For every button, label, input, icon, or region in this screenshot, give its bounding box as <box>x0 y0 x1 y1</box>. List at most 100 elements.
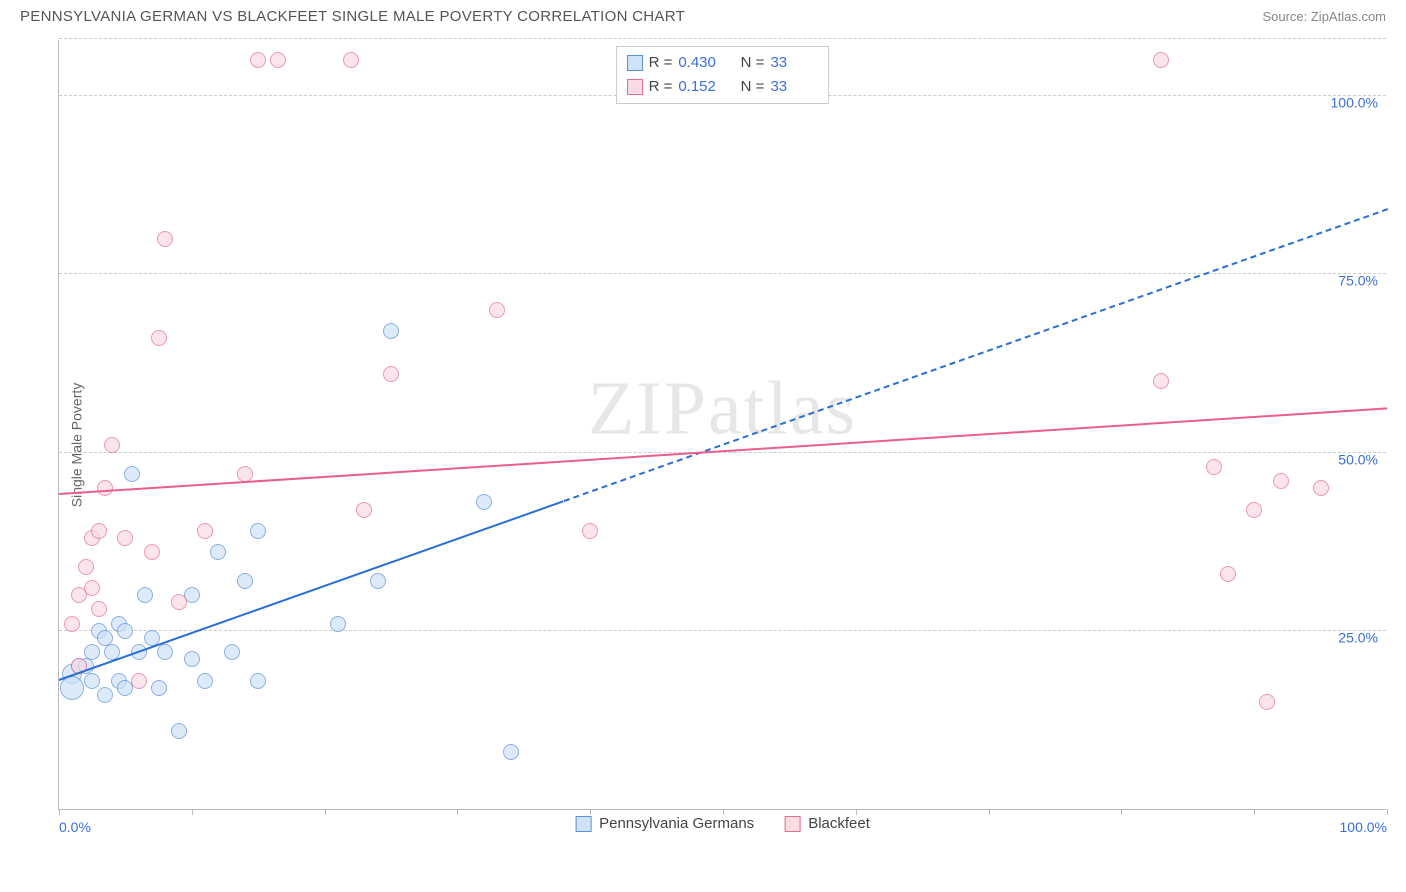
data-point <box>137 587 153 603</box>
y-tick-label: 50.0% <box>1338 451 1378 467</box>
legend-swatch <box>575 816 591 832</box>
legend-series-label: Pennsylvania Germans <box>599 815 754 832</box>
data-point <box>343 52 359 68</box>
legend-stats: R = 0.430 N = 33R = 0.152 N = 33 <box>616 46 830 104</box>
data-point <box>330 616 346 632</box>
x-tick <box>1121 809 1122 815</box>
y-tick-label: 75.0% <box>1338 273 1378 289</box>
data-point <box>1273 473 1289 489</box>
data-point <box>151 330 167 346</box>
x-tick <box>59 809 60 815</box>
legend-n-label: N = <box>732 51 764 75</box>
x-tick <box>457 809 458 815</box>
data-point <box>117 530 133 546</box>
data-point <box>184 651 200 667</box>
data-point <box>117 623 133 639</box>
data-point <box>383 323 399 339</box>
plot-area: ZIPatlas R = 0.430 N = 33R = 0.152 N = 3… <box>58 40 1386 810</box>
y-tick-label: 100.0% <box>1331 94 1378 110</box>
data-point <box>250 52 266 68</box>
data-point <box>197 673 213 689</box>
legend-r-value: 0.430 <box>678 51 726 75</box>
legend-series-item: Blackfeet <box>784 815 870 832</box>
data-point <box>1246 502 1262 518</box>
data-point <box>91 523 107 539</box>
x-tick <box>192 809 193 815</box>
data-point <box>84 580 100 596</box>
data-point <box>171 723 187 739</box>
legend-n-value: 33 <box>770 51 818 75</box>
x-tick-label: 0.0% <box>59 819 91 835</box>
data-point <box>250 673 266 689</box>
data-point <box>104 437 120 453</box>
x-tick-label: 100.0% <box>1340 819 1387 835</box>
data-point <box>1206 459 1222 475</box>
data-point <box>582 523 598 539</box>
legend-swatch <box>627 79 643 95</box>
data-point <box>489 302 505 318</box>
data-point <box>1220 566 1236 582</box>
data-point <box>1313 480 1329 496</box>
data-point <box>97 480 113 496</box>
data-point <box>224 644 240 660</box>
legend-series: Pennsylvania Germans Blackfeet <box>575 815 870 832</box>
legend-series-item: Pennsylvania Germans <box>575 815 754 832</box>
data-point <box>503 744 519 760</box>
chart-container: Single Male Poverty ZIPatlas R = 0.430 N… <box>40 40 1386 850</box>
legend-r-label: R = <box>649 75 673 99</box>
y-tick-label: 25.0% <box>1338 629 1378 645</box>
gridline <box>59 38 1386 39</box>
data-point <box>91 601 107 617</box>
data-point <box>237 466 253 482</box>
data-point <box>476 494 492 510</box>
data-point <box>157 231 173 247</box>
watermark-atlas: atlas <box>708 367 857 451</box>
data-point <box>157 644 173 660</box>
x-tick <box>590 809 591 815</box>
x-tick <box>1387 809 1388 815</box>
data-point <box>151 680 167 696</box>
data-point <box>370 573 386 589</box>
data-point <box>383 366 399 382</box>
data-point <box>270 52 286 68</box>
legend-series-label: Blackfeet <box>808 815 870 832</box>
legend-swatch <box>784 816 800 832</box>
data-point <box>97 687 113 703</box>
chart-title: PENNSYLVANIA GERMAN VS BLACKFEET SINGLE … <box>20 8 685 25</box>
trend-line <box>59 500 564 681</box>
data-point <box>131 673 147 689</box>
data-point <box>64 616 80 632</box>
legend-stats-row: R = 0.152 N = 33 <box>627 75 819 99</box>
x-tick <box>989 809 990 815</box>
gridline <box>59 630 1386 631</box>
data-point <box>237 573 253 589</box>
trend-line <box>563 208 1387 502</box>
data-point <box>197 523 213 539</box>
legend-stats-row: R = 0.430 N = 33 <box>627 51 819 75</box>
x-tick <box>856 809 857 815</box>
data-point <box>1259 694 1275 710</box>
data-point <box>60 676 84 700</box>
data-point <box>171 594 187 610</box>
data-point <box>356 502 372 518</box>
data-point <box>78 559 94 575</box>
x-tick <box>325 809 326 815</box>
legend-n-label: N = <box>732 75 764 99</box>
data-point <box>1153 52 1169 68</box>
data-point <box>124 466 140 482</box>
legend-swatch <box>627 55 643 71</box>
data-point <box>84 644 100 660</box>
watermark-zip: ZIP <box>588 367 708 451</box>
legend-n-value: 33 <box>770 75 818 99</box>
data-point <box>84 673 100 689</box>
chart-source: Source: ZipAtlas.com <box>1262 9 1386 24</box>
legend-r-label: R = <box>649 51 673 75</box>
x-tick <box>723 809 724 815</box>
data-point <box>1153 373 1169 389</box>
x-tick <box>1254 809 1255 815</box>
data-point <box>144 544 160 560</box>
data-point <box>210 544 226 560</box>
legend-r-value: 0.152 <box>678 75 726 99</box>
chart-header: PENNSYLVANIA GERMAN VS BLACKFEET SINGLE … <box>0 0 1406 29</box>
data-point <box>250 523 266 539</box>
